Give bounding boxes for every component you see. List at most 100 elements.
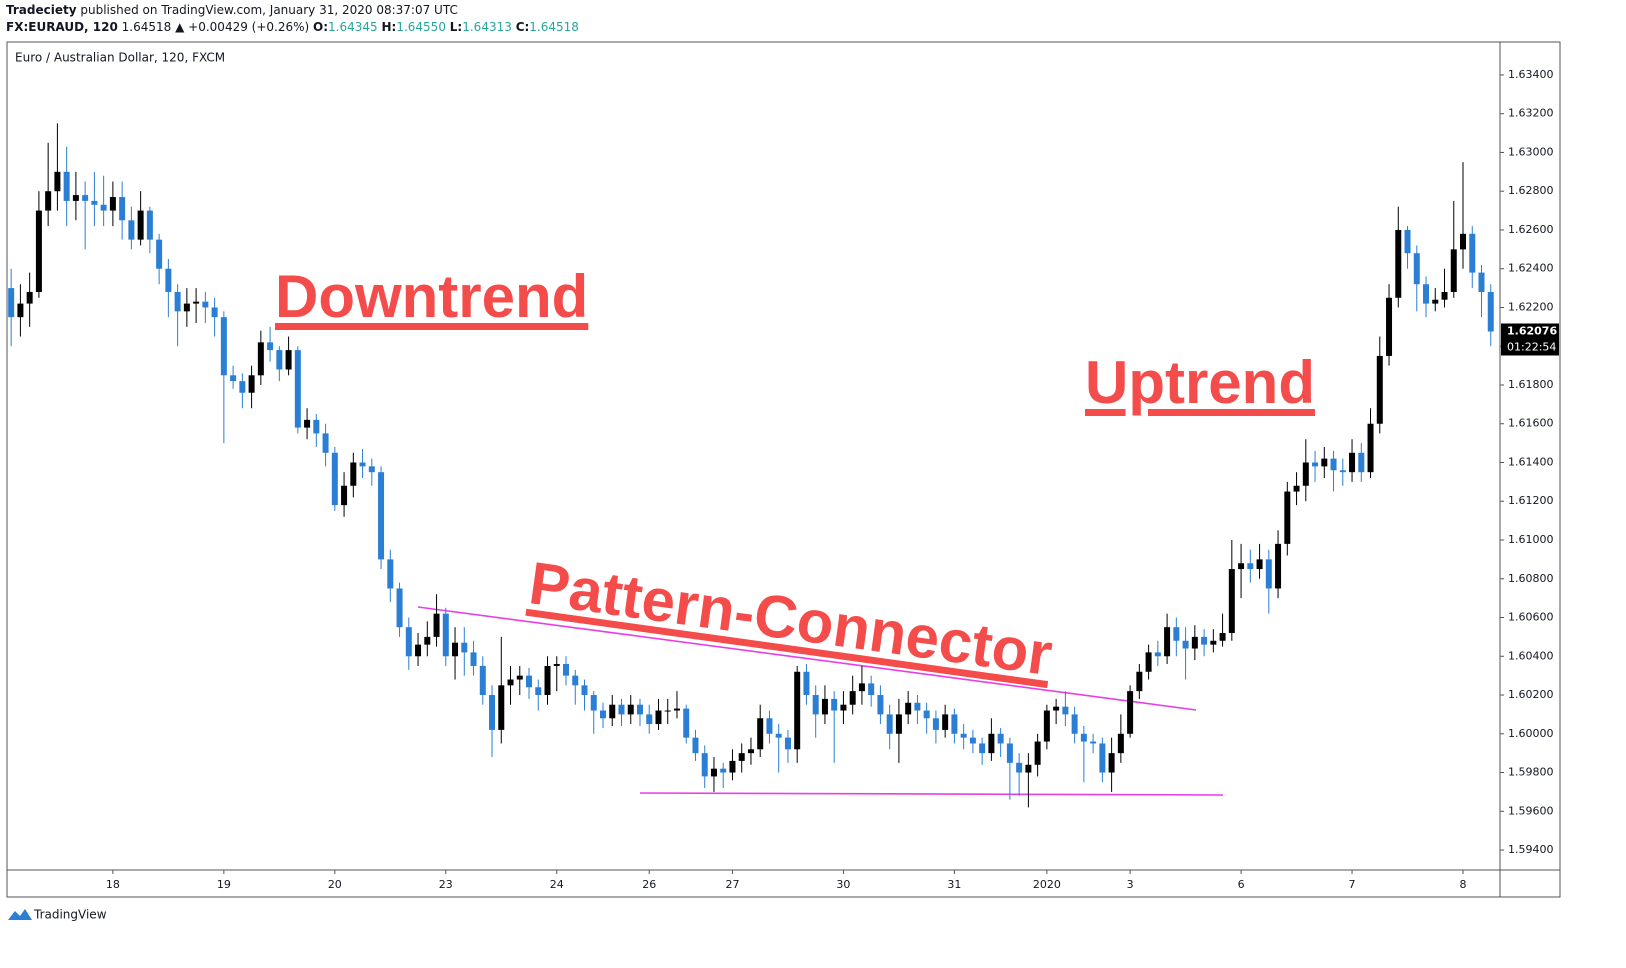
candle-body — [72, 195, 79, 201]
candle-body — [563, 664, 570, 676]
candle-body — [257, 342, 264, 376]
candle-body — [1404, 229, 1411, 254]
candle-body — [683, 708, 690, 738]
candle-body — [1034, 741, 1041, 765]
candle-body — [664, 710, 671, 712]
countdown: 01:22:54 — [1507, 340, 1556, 353]
candle-body — [341, 485, 348, 506]
candle-body — [618, 704, 625, 715]
candle-body — [156, 239, 163, 269]
x-tick-label: 7 — [1349, 878, 1356, 891]
y-tick-label: 1.62600 — [1508, 223, 1554, 236]
candle-body — [100, 204, 107, 211]
candle-body — [1321, 458, 1328, 467]
candle-body — [951, 714, 958, 734]
candle-body — [812, 695, 819, 715]
candle-body — [294, 350, 301, 428]
candle-body — [91, 200, 98, 205]
candle-body — [757, 718, 764, 750]
candle-body — [1182, 640, 1189, 649]
last-price-label: 1.62076 — [1507, 324, 1557, 337]
x-tick-label: 27 — [725, 878, 739, 891]
c-label: C: — [515, 20, 530, 34]
y-tick-label: 1.59600 — [1508, 804, 1554, 817]
candle-body — [109, 197, 116, 211]
o-value: 1.64345 — [328, 20, 378, 34]
candle-body — [720, 768, 727, 773]
candle-body — [821, 698, 828, 715]
candle-body — [461, 642, 468, 653]
candle-body — [673, 708, 680, 711]
candle-body — [193, 301, 200, 304]
candle-body — [1284, 491, 1291, 544]
candle-body — [17, 303, 24, 318]
candle-body — [442, 613, 449, 657]
symbol: FX:EURAUD, 120 — [6, 20, 118, 34]
candle-body — [165, 268, 172, 292]
candle-body — [858, 683, 865, 692]
candle-body — [932, 718, 939, 730]
candle-body — [174, 291, 181, 312]
candle-body — [1450, 249, 1457, 292]
x-tick-label: 3 — [1127, 878, 1134, 891]
candle-body — [1330, 458, 1337, 471]
y-tick-label: 1.62400 — [1508, 262, 1554, 275]
candle-body — [1423, 284, 1430, 304]
l-value: 1.64313 — [462, 20, 512, 34]
candle-body — [766, 718, 773, 734]
y-tick-label: 1.59400 — [1508, 843, 1554, 856]
candle-body — [655, 710, 662, 725]
candle-body — [1053, 706, 1060, 711]
candle-body — [775, 733, 782, 738]
y-tick-label: 1.60400 — [1508, 649, 1554, 662]
candle-body — [581, 685, 588, 696]
candle-body — [63, 171, 70, 201]
candle-body — [1117, 733, 1124, 754]
h-value: 1.64550 — [396, 20, 446, 34]
candle-body — [276, 350, 283, 370]
candle-body — [960, 733, 967, 738]
candle-body — [738, 753, 745, 761]
candle-body — [710, 768, 717, 777]
candle-body — [8, 288, 15, 318]
y-tick-label: 1.61600 — [1508, 417, 1554, 430]
candle-body — [1080, 733, 1087, 742]
x-tick-label: 2020 — [1033, 878, 1061, 891]
candle-body — [1228, 569, 1235, 634]
last: 1.64518 — [121, 20, 172, 34]
candle-body — [535, 687, 542, 696]
candle-body — [1238, 563, 1245, 570]
candle-body — [1256, 559, 1263, 570]
last-price-tag — [1501, 323, 1559, 356]
candle-body — [553, 664, 560, 666]
candle-body — [230, 375, 237, 382]
candle-body — [526, 675, 533, 688]
candle-body — [35, 210, 42, 292]
y-tick-label: 1.61400 — [1508, 455, 1554, 468]
candle-body — [969, 737, 976, 744]
x-tick-label: 20 — [328, 878, 342, 891]
candle-body — [368, 466, 375, 473]
candle-body — [146, 210, 153, 240]
x-tick-label: 18 — [106, 878, 120, 891]
y-tick-label: 1.61800 — [1508, 378, 1554, 391]
candle-body — [489, 695, 496, 730]
candle-body — [923, 710, 930, 719]
candle-body — [895, 714, 902, 734]
candle-body — [747, 749, 754, 754]
candle-body — [1108, 753, 1115, 773]
candle-body — [831, 698, 838, 711]
candle-body — [424, 636, 431, 645]
y-tick-label: 1.62800 — [1508, 184, 1554, 197]
y-tick-label: 1.60600 — [1508, 611, 1554, 624]
candle-body — [942, 714, 949, 730]
candle-body — [1127, 691, 1134, 734]
candle-body — [331, 452, 338, 506]
y-tick-label: 1.62200 — [1508, 300, 1554, 313]
o-label: O: — [313, 20, 329, 34]
y-tick-label: 1.60800 — [1508, 572, 1554, 585]
x-tick-label: 23 — [439, 878, 453, 891]
candle-body — [313, 419, 320, 434]
candle-body — [1191, 636, 1198, 649]
